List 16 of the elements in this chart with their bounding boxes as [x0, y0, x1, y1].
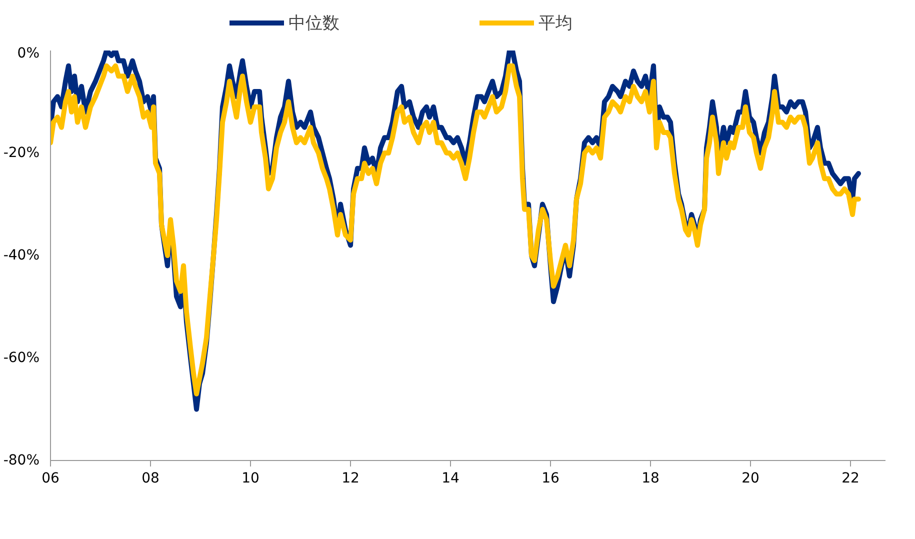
x-tick-label: 08	[142, 470, 160, 486]
x-tick-label: 22	[842, 470, 860, 486]
y-tick-label: -20%	[3, 145, 40, 161]
y-tick-label: -60%	[3, 350, 40, 366]
x-tick-label: 16	[542, 470, 560, 486]
x-tick-label: 18	[642, 470, 660, 486]
legend-label: 中位数	[288, 12, 340, 34]
y-tick-label: -40%	[3, 248, 40, 264]
x-tick-label: 06	[42, 470, 60, 486]
x-tick-label: 12	[342, 470, 360, 486]
y-tick-label: -80%	[3, 452, 40, 468]
x-tick-label: 14	[442, 470, 460, 486]
y-tick-label: 0%	[17, 46, 40, 62]
x-tick-label: 20	[742, 470, 760, 486]
legend-label: 平均	[538, 12, 574, 34]
x-tick-label: 10	[242, 470, 260, 486]
